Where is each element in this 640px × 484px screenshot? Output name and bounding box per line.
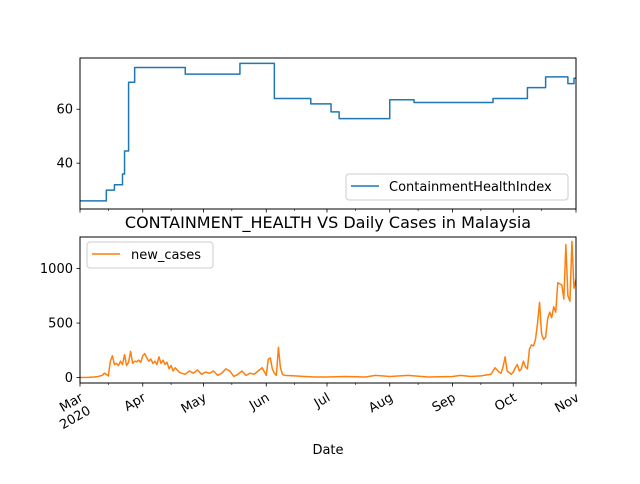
bottom-xtick-label: Aug [366,390,395,416]
top-axes: 40 60 ContainmentHealthIndex [56,58,588,213]
chart-title: CONTAINMENT_HEALTH VS Daily Cases in Mal… [125,213,531,233]
top-x-ticks [80,209,576,213]
bottom-ytick-label: 1000 [40,262,73,277]
top-ytick-label: 60 [56,103,73,118]
top-legend: ContainmentHealthIndex [346,174,568,200]
bottom-xtick-label: Nov [553,390,583,416]
x-axis-label: Date [312,443,343,458]
bottom-xtick-label: Sep [430,390,459,415]
bottom-axes: CONTAINMENT_HEALTH VS Daily Cases in Mal… [40,213,582,458]
bottom-xtick-label: Oct [492,390,519,414]
bottom-xtick-label: Apr [122,390,150,415]
bottom-xtick-label: Jun [246,390,272,414]
bottom-legend-label: new_cases [131,248,201,263]
bottom-legend: new_cases [87,242,213,268]
bottom-ytick-label: 0 [65,371,73,386]
top-legend-label: ContainmentHealthIndex [389,180,552,195]
top-y-ticks: 40 60 [56,103,80,172]
bottom-xtick-label: Mar2020 [50,390,94,433]
bottom-xtick-label: Jul [311,390,333,411]
bottom-xtick-label: May [179,390,210,417]
bottom-ytick-label: 500 [48,317,73,332]
top-ytick-label: 40 [56,157,73,172]
bottom-y-ticks: 0 500 1000 [40,262,80,386]
bottom-x-ticks: Mar2020 Apr May Jun Jul Aug Sep Oct Nov [50,383,582,433]
